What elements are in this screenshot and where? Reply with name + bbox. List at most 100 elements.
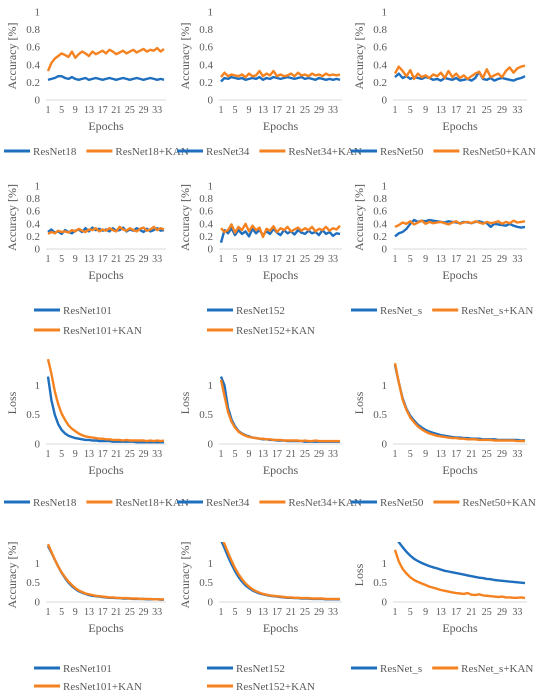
y-tick-label: 0 bbox=[382, 597, 388, 609]
chart-panel-3: 00.20.40.60.811 5 9 13 17 21 25 29 33EpochsAccur… bbox=[351, 7, 536, 158]
y-tick-label: 1 bbox=[208, 558, 214, 570]
x-tick-label: 25 bbox=[300, 254, 310, 265]
legend-label: ResNet_s bbox=[380, 305, 422, 317]
x-tick-label: 33 bbox=[328, 105, 338, 116]
x-tick-label: 9 bbox=[423, 607, 428, 618]
x-tick-label: 5 bbox=[59, 607, 64, 618]
x-tick-label: 21 bbox=[286, 105, 296, 116]
legend-label: ResNet18 bbox=[33, 146, 77, 158]
x-tick-label: 5 bbox=[233, 254, 238, 265]
x-tick-label: 5 bbox=[408, 607, 413, 618]
x-axis-title: Epochs bbox=[88, 268, 124, 282]
y-tick-label: 0.8 bbox=[199, 193, 213, 205]
y-tick-label: 0.6 bbox=[373, 206, 387, 218]
legend: ResNet_s ResNet_s+KAN bbox=[351, 305, 533, 317]
x-tick-label: 33 bbox=[328, 607, 338, 618]
y-tick-label: 0.5 bbox=[26, 409, 40, 421]
x-tick-label: 17 bbox=[451, 105, 461, 116]
y-axis-title: Accuracy [%] bbox=[352, 23, 366, 90]
y-tick-label: 0 bbox=[208, 597, 214, 609]
x-tick-label: 5 bbox=[59, 254, 64, 265]
legend-label: ResNet101 bbox=[63, 663, 112, 675]
y-axis-title: Accuracy [%] bbox=[178, 23, 192, 90]
x-tick-label: 5 bbox=[59, 105, 64, 116]
y-tick-label: 0.5 bbox=[373, 409, 387, 421]
x-tick-label: 17 bbox=[272, 449, 282, 460]
x-tick-label: 1 bbox=[219, 449, 224, 460]
x-axis-title: Epochs bbox=[263, 463, 299, 477]
legend-label: ResNet152+KAN bbox=[236, 681, 315, 693]
y-axis-title: Loss bbox=[352, 391, 366, 414]
series-line-resnet-s-kan bbox=[393, 549, 526, 600]
x-tick-label: 13 bbox=[84, 449, 94, 460]
x-tick-label: 33 bbox=[512, 449, 522, 460]
legend-label: ResNet_s+KAN bbox=[461, 305, 533, 317]
x-tick-label: 13 bbox=[258, 254, 268, 265]
x-tick-label: 33 bbox=[152, 607, 162, 618]
y-tick-label: 0 bbox=[35, 244, 41, 256]
legend-label: ResNet_s+KAN bbox=[461, 663, 533, 675]
legend: ResNet_s ResNet_s+KAN bbox=[351, 663, 533, 675]
x-tick-label: 17 bbox=[272, 105, 282, 116]
series-line-resnet152-kan bbox=[220, 222, 341, 239]
x-axis-title: Epochs bbox=[442, 268, 478, 282]
x-tick-label: 13 bbox=[436, 449, 446, 460]
legend-label: ResNet101 bbox=[63, 305, 112, 317]
x-tick-label: 13 bbox=[436, 607, 446, 618]
x-tick-label: 21 bbox=[466, 449, 476, 460]
x-tick-label: 25 bbox=[300, 607, 310, 618]
y-axis-title: Loss bbox=[5, 391, 19, 414]
y-axis-title: Accuracy [%] bbox=[178, 184, 192, 251]
x-tick-label: 29 bbox=[314, 449, 324, 460]
chart-panel-1: 00.20.40.60.811 5 9 13 17 21 25 29 33EpochsAccur… bbox=[4, 7, 189, 158]
series-line-resnet-s bbox=[397, 542, 526, 585]
x-tick-label: 29 bbox=[139, 254, 149, 265]
x-tick-label: 17 bbox=[272, 607, 282, 618]
y-tick-label: 0.6 bbox=[373, 42, 387, 54]
y-axis-title: Loss bbox=[352, 563, 366, 586]
x-tick-label: 1 bbox=[219, 105, 224, 116]
y-tick-label: 1 bbox=[35, 558, 41, 570]
y-tick-label: 0.2 bbox=[373, 77, 387, 89]
y-tick-label: 0.6 bbox=[199, 206, 213, 218]
legend-label: ResNet34+KAN bbox=[288, 497, 361, 509]
x-tick-label: 21 bbox=[286, 607, 296, 618]
series-line-resnet101-kan bbox=[46, 543, 164, 601]
series-line-resnet101 bbox=[46, 545, 164, 601]
series-line-resnet34 bbox=[220, 75, 341, 83]
x-tick-label: 33 bbox=[152, 105, 162, 116]
y-tick-label: 0.6 bbox=[26, 42, 40, 54]
y-tick-label: 0.6 bbox=[199, 42, 213, 54]
x-tick-label: 29 bbox=[139, 607, 149, 618]
x-tick-label: 17 bbox=[451, 607, 461, 618]
x-tick-label: 13 bbox=[84, 254, 94, 265]
y-tick-label: 0 bbox=[382, 439, 388, 451]
y-tick-label: 0 bbox=[208, 244, 214, 256]
x-tick-label: 21 bbox=[111, 105, 121, 116]
legend-label: ResNet34 bbox=[206, 146, 250, 158]
legend: ResNet18 ResNet18+KAN bbox=[4, 497, 189, 509]
x-tick-label: 25 bbox=[300, 449, 310, 460]
y-tick-label: 0.2 bbox=[199, 77, 213, 89]
x-tick-label: 9 bbox=[73, 254, 78, 265]
x-tick-label: 1 bbox=[46, 105, 51, 116]
y-tick-label: 0.8 bbox=[199, 24, 213, 36]
y-tick-label: 1 bbox=[35, 380, 41, 392]
x-tick-label: 21 bbox=[111, 607, 121, 618]
x-tick-label: 21 bbox=[466, 254, 476, 265]
legend-label: ResNet152 bbox=[236, 305, 285, 317]
x-tick-label: 21 bbox=[286, 449, 296, 460]
legend-label: ResNet152 bbox=[236, 663, 285, 675]
y-tick-label: 0.8 bbox=[26, 24, 40, 36]
x-axis-title: Epochs bbox=[442, 621, 478, 635]
x-tick-label: 25 bbox=[125, 449, 135, 460]
x-tick-label: 29 bbox=[497, 105, 507, 116]
x-tick-label: 21 bbox=[286, 254, 296, 265]
y-axis-title: Accuracy [%] bbox=[5, 184, 19, 251]
y-tick-label: 0.5 bbox=[373, 577, 387, 589]
x-tick-label: 9 bbox=[247, 449, 252, 460]
x-tick-label: 1 bbox=[393, 607, 398, 618]
y-tick-label: 1 bbox=[208, 7, 214, 19]
x-axis-title: Epochs bbox=[88, 119, 124, 133]
